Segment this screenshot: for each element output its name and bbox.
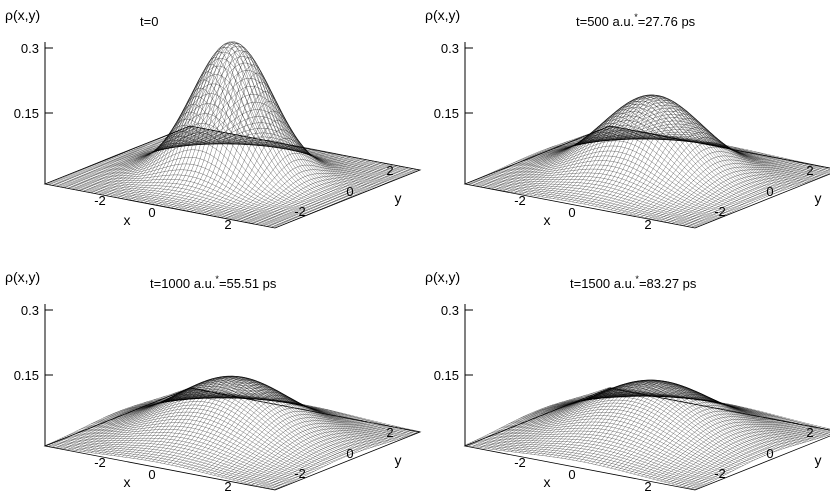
y-tick-label: 0 bbox=[766, 446, 773, 461]
surface-base bbox=[463, 125, 830, 229]
y-tick-label: -2 bbox=[294, 466, 306, 481]
y-tick-label: 0 bbox=[346, 446, 353, 461]
surface-panel-3: 0.3 0.15 ρ(x,y) t=1000 a.u.*=55.51 ps -2 0 2 x 2… bbox=[5, 269, 422, 491]
z-tick-label: 0.15 bbox=[14, 368, 39, 383]
x-tick-label: -2 bbox=[514, 455, 526, 470]
surface-base bbox=[43, 387, 422, 491]
z-tick-label: 0.15 bbox=[14, 106, 39, 121]
surface-panel-2: 0.3 0.15 ρ(x,y) t=500 a.u.*=27.76 ps -2 0 2 x 2 0… bbox=[425, 7, 830, 232]
y-tick-label: 0 bbox=[346, 184, 353, 199]
panel-title: t=500 a.u.*=27.76 ps bbox=[576, 12, 696, 29]
surface-panel-1: 0.3 0.15 ρ(x,y) t=0 -2 0 2 x 2 0 -2 y bbox=[5, 7, 422, 232]
z-tick-label: 0.3 bbox=[21, 303, 39, 318]
surface-mesh bbox=[464, 379, 830, 490]
y-tick-label: -2 bbox=[714, 204, 726, 219]
x-tick-label: 2 bbox=[224, 217, 231, 232]
panel-title: t=1000 a.u.*=55.51 ps bbox=[150, 274, 277, 291]
x-axis-label: x bbox=[544, 474, 551, 490]
x-tick-label: 0 bbox=[148, 205, 155, 220]
x-axis-label: x bbox=[544, 212, 551, 228]
x-axis-label: x bbox=[124, 474, 131, 490]
x-tick-label: -2 bbox=[94, 193, 106, 208]
z-axis-label: ρ(x,y) bbox=[5, 7, 40, 23]
z-axis-label: ρ(x,y) bbox=[425, 269, 460, 285]
x-tick-label: 2 bbox=[644, 479, 651, 491]
y-tick-label: 2 bbox=[806, 425, 813, 440]
x-axis-label: x bbox=[124, 212, 131, 228]
surface-panel-4: 0.3 0.15 ρ(x,y) t=1500 a.u.*=83.27 ps -2 0 2 x 2… bbox=[425, 269, 830, 491]
x-tick-label: 0 bbox=[148, 467, 155, 482]
y-tick-label: -2 bbox=[294, 204, 306, 219]
y-axis-label: y bbox=[815, 452, 822, 468]
y-tick-label: -2 bbox=[714, 466, 726, 481]
x-tick-label: 0 bbox=[568, 467, 575, 482]
z-tick-label: 0.3 bbox=[441, 303, 459, 318]
surface-base bbox=[463, 387, 830, 491]
x-tick-label: 2 bbox=[644, 217, 651, 232]
y-axis-label: y bbox=[815, 190, 822, 206]
x-tick-label: -2 bbox=[514, 193, 526, 208]
x-tick-label: -2 bbox=[94, 455, 106, 470]
y-axis-label: y bbox=[395, 452, 402, 468]
z-tick-label: 0.3 bbox=[441, 41, 459, 56]
x-tick-label: 0 bbox=[568, 205, 575, 220]
surface-mesh bbox=[44, 375, 421, 490]
panel-title: t=1500 a.u.*=83.27 ps bbox=[570, 274, 697, 291]
surface-base bbox=[43, 125, 422, 229]
y-axis-label: y bbox=[395, 190, 402, 206]
y-tick-label: 2 bbox=[386, 425, 393, 440]
z-tick-label: 0.3 bbox=[21, 41, 39, 56]
z-tick-label: 0.15 bbox=[434, 368, 459, 383]
x-tick-label: 2 bbox=[224, 479, 231, 491]
z-axis-label: ρ(x,y) bbox=[5, 269, 40, 285]
y-tick-label: 2 bbox=[386, 163, 393, 178]
surface-mesh bbox=[464, 94, 830, 229]
panel-title: t=0 bbox=[140, 14, 158, 29]
z-tick-label: 0.15 bbox=[434, 106, 459, 121]
y-tick-label: 2 bbox=[806, 163, 813, 178]
y-tick-label: 0 bbox=[766, 184, 773, 199]
z-axis-label: ρ(x,y) bbox=[425, 7, 460, 23]
